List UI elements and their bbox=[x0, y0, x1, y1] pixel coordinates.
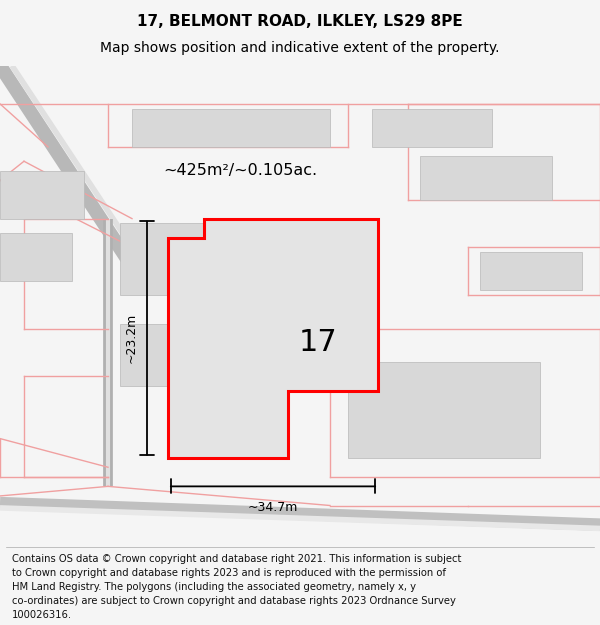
Text: to Crown copyright and database rights 2023 and is reproduced with the permissio: to Crown copyright and database rights 2… bbox=[12, 568, 446, 578]
Text: HM Land Registry. The polygons (including the associated geometry, namely x, y: HM Land Registry. The polygons (includin… bbox=[12, 582, 416, 592]
Bar bbox=[348, 362, 540, 458]
Bar bbox=[132, 109, 330, 147]
Text: Map shows position and indicative extent of the property.: Map shows position and indicative extent… bbox=[100, 41, 500, 54]
Text: 17, BELMONT ROAD, ILKLEY, LS29 8PE: 17, BELMONT ROAD, ILKLEY, LS29 8PE bbox=[137, 14, 463, 29]
Text: ~23.2m: ~23.2m bbox=[125, 313, 138, 363]
Polygon shape bbox=[168, 219, 378, 458]
Bar bbox=[0, 171, 84, 219]
Bar bbox=[120, 223, 240, 295]
Bar bbox=[0, 233, 72, 281]
Text: 100026316.: 100026316. bbox=[12, 611, 72, 621]
Text: Contains OS data © Crown copyright and database right 2021. This information is : Contains OS data © Crown copyright and d… bbox=[12, 554, 461, 564]
Bar bbox=[120, 324, 222, 386]
Text: 17: 17 bbox=[299, 329, 337, 357]
Text: ~34.7m: ~34.7m bbox=[248, 501, 298, 514]
Bar bbox=[420, 156, 552, 199]
Text: co-ordinates) are subject to Crown copyright and database rights 2023 Ordnance S: co-ordinates) are subject to Crown copyr… bbox=[12, 596, 456, 606]
Text: ~425m²/~0.105ac.: ~425m²/~0.105ac. bbox=[163, 163, 317, 178]
Bar bbox=[372, 109, 492, 147]
Bar bbox=[480, 252, 582, 291]
